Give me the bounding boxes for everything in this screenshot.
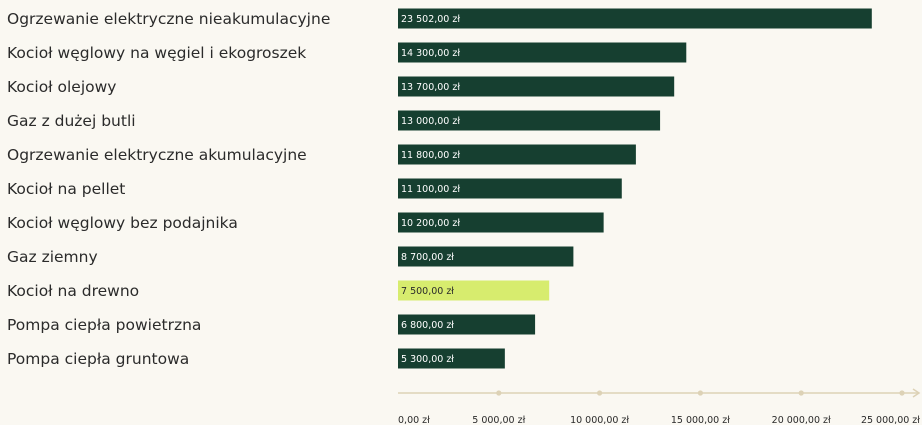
bar-value-label: 23 502,00 zł <box>401 14 460 25</box>
x-axis <box>398 388 921 398</box>
x-axis-arrow <box>912 388 921 398</box>
bar <box>398 246 574 267</box>
bar-value-label: 11 800,00 zł <box>401 150 460 161</box>
bar-value-label: 14 300,00 zł <box>401 48 460 59</box>
category-label: Kocioł na pellet <box>7 180 125 198</box>
bar-value-label: 6 800,00 zł <box>401 320 454 331</box>
x-axis-ticks <box>496 390 905 396</box>
bar-value-label: 7 500,00 zł <box>401 286 454 297</box>
x-tick-label: 0,00 zł <box>398 415 430 425</box>
category-label: Ogrzewanie elektryczne nieakumulacyjne <box>7 10 330 28</box>
x-axis-tick-labels: 0,00 zł 5 000,00 zł 10 000,00 zł 15 000,00 … <box>398 415 920 425</box>
bar <box>398 348 505 369</box>
bar <box>398 76 675 97</box>
bar-value-label: 11 100,00 zł <box>401 184 460 195</box>
category-labels: Ogrzewanie elektryczne nieakumulacyjne Ko… <box>7 10 330 368</box>
bar-value-label: 13 700,00 zł <box>401 82 460 93</box>
category-label: Pompa ciepła gruntowa <box>7 350 189 368</box>
x-tick-marker <box>597 390 603 396</box>
x-tick-label: 10 000,00 zł <box>570 415 629 425</box>
bar <box>398 110 661 131</box>
bar <box>398 314 536 335</box>
x-tick-label: 25 000,00 zł <box>861 415 920 425</box>
bar <box>398 212 604 233</box>
bar-value-label: 10 200,00 zł <box>401 218 460 229</box>
category-label: Gaz z dużej butli <box>7 112 136 130</box>
x-tick-label: 20 000,00 zł <box>772 415 831 425</box>
x-tick-marker <box>798 390 804 396</box>
bars <box>398 8 872 369</box>
category-label: Pompa ciepła powietrzna <box>7 316 201 334</box>
value-labels: 23 502,00 zł 14 300,00 zł 13 700,00 zł 13 0… <box>401 14 460 365</box>
bar-value-label: 13 000,00 zł <box>401 116 460 127</box>
x-tick-label: 15 000,00 zł <box>671 415 730 425</box>
x-tick-marker <box>899 390 905 396</box>
bar-highlighted <box>398 280 550 301</box>
bar <box>398 8 872 29</box>
bar-value-label: 5 300,00 zł <box>401 354 454 365</box>
x-tick-marker <box>697 390 704 396</box>
bar <box>398 144 636 165</box>
category-label: Kocioł węglowy bez podajnika <box>7 214 238 232</box>
category-label: Kocioł na drewno <box>7 282 139 300</box>
x-tick-marker <box>496 390 502 396</box>
category-label: Gaz ziemny <box>7 248 98 266</box>
bar-value-label: 8 700,00 zł <box>401 252 454 263</box>
category-label: Kocioł olejowy <box>7 78 116 96</box>
bar <box>398 42 687 63</box>
category-label: Kocioł węglowy na węgiel i ekogroszek <box>7 44 306 62</box>
x-tick-label: 5 000,00 zł <box>472 415 525 425</box>
category-label: Ogrzewanie elektryczne akumulacyjne <box>7 146 307 164</box>
bar <box>398 178 622 199</box>
